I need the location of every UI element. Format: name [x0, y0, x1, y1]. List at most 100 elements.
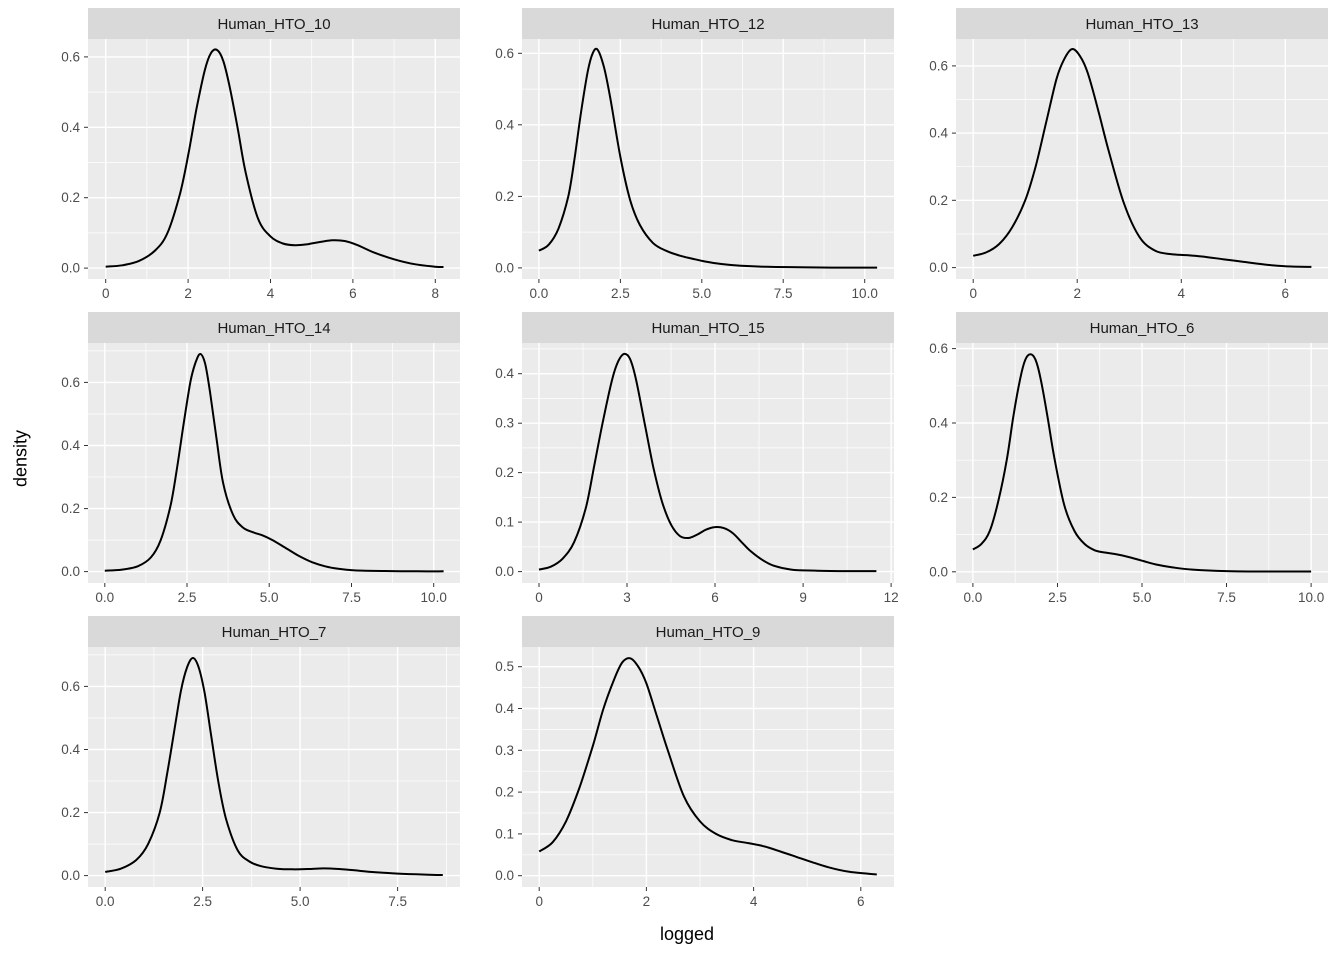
svg-text:7.5: 7.5	[388, 894, 407, 909]
y-tick-labels: 0.0 0.1 0.2 0.3 0.4 0.5	[495, 659, 514, 883]
svg-text:6: 6	[349, 286, 357, 301]
panel-background	[88, 343, 460, 583]
svg-text:0.0: 0.0	[61, 868, 80, 883]
svg-text:5.0: 5.0	[291, 894, 310, 909]
grid-minor-lines	[956, 39, 1328, 279]
facet-panel-Human_HTO_6: Human_HTO_6 0.0 2.5 5.0 7.5 10.0 0.0 0.2 0.4 0.6	[904, 312, 1338, 616]
svg-text:0.4: 0.4	[61, 742, 80, 757]
svg-text:0.0: 0.0	[96, 894, 115, 909]
facet-strip: Human_HTO_14	[88, 312, 460, 343]
facet-svg-Human_HTO_12: Human_HTO_12 0.0 2.5 5.0 7.5 10.0 0.0 0.2 0.4 0.6	[495, 8, 894, 301]
facet-svg-Human_HTO_9: Human_HTO_9 0 2 4 6 0.0 0.1 0.2 0.3 0.4 0.5	[495, 616, 894, 909]
svg-text:2.5: 2.5	[193, 894, 212, 909]
x-tick-labels: 0 2 4 6	[969, 286, 1289, 301]
svg-text:12: 12	[884, 590, 899, 605]
x-axis-title: logged	[659, 924, 715, 944]
facet-strip: Human_HTO_12	[522, 8, 894, 39]
svg-text:0.0: 0.0	[495, 564, 514, 579]
facet-panel-Human_HTO_10: Human_HTO_10 0 2 4 6 8 0.0 0.2 0.4 0.6	[36, 8, 470, 312]
svg-text:2: 2	[184, 286, 192, 301]
facet-title: Human_HTO_13	[1085, 16, 1198, 33]
svg-text:0.6: 0.6	[495, 46, 514, 61]
grid-minor-lines	[522, 343, 894, 583]
svg-text:0.2: 0.2	[61, 190, 80, 205]
y-tick-labels: 0.0 0.1 0.2 0.3 0.4	[495, 366, 514, 579]
svg-text:0: 0	[535, 590, 543, 605]
density-curve	[538, 352, 877, 573]
svg-text:0.2: 0.2	[929, 193, 948, 208]
svg-text:0.0: 0.0	[61, 261, 80, 276]
axis-ticks	[518, 666, 862, 891]
svg-text:0.0: 0.0	[964, 590, 983, 605]
panel-background	[522, 343, 894, 583]
panel-background	[522, 39, 894, 279]
y-tick-labels: 0.0 0.2 0.4 0.6	[929, 58, 948, 275]
svg-text:2: 2	[643, 894, 651, 909]
svg-text:6: 6	[1282, 286, 1290, 301]
axis-ticks	[84, 381, 435, 587]
svg-text:0.0: 0.0	[495, 260, 514, 275]
density-curve	[105, 48, 444, 269]
svg-text:0.4: 0.4	[929, 416, 948, 431]
facet-panel-Human_HTO_9: Human_HTO_9 0 2 4 6 0.0 0.1 0.2 0.3 0.4 0.5	[470, 616, 904, 920]
svg-text:2.5: 2.5	[1048, 590, 1067, 605]
svg-text:0.4: 0.4	[495, 701, 514, 716]
svg-text:7.5: 7.5	[774, 286, 793, 301]
facet-svg-Human_HTO_10: Human_HTO_10 0 2 4 6 8 0.0 0.2 0.4 0.6	[61, 8, 460, 301]
facet-panel-Human_HTO_7: Human_HTO_7 0.0 2.5 5.0 7.5 0.0 0.2 0.4 0.6	[36, 616, 470, 920]
svg-text:0.4: 0.4	[495, 117, 514, 132]
svg-text:0.2: 0.2	[495, 785, 514, 800]
svg-text:0.6: 0.6	[61, 49, 80, 64]
facet-panel-Human_HTO_13: Human_HTO_13 0 2 4 6 0.0 0.2 0.4 0.6	[904, 8, 1338, 312]
grid-minor-lines	[522, 647, 894, 887]
svg-text:2.5: 2.5	[178, 590, 197, 605]
facet-strip: Human_HTO_13	[956, 8, 1328, 39]
svg-text:7.5: 7.5	[342, 590, 361, 605]
axis-ticks	[84, 56, 436, 283]
x-tick-labels: 0.0 2.5 5.0 7.5	[96, 894, 407, 909]
facet-svg-Human_HTO_14: Human_HTO_14 0.0 2.5 5.0 7.5 10.0 0.0 0.2 0.4 0.6	[61, 312, 460, 605]
y-tick-labels: 0.0 0.2 0.4 0.6	[61, 49, 80, 275]
facet-title: Human_HTO_6	[1090, 320, 1195, 337]
svg-text:0: 0	[535, 894, 543, 909]
density-curve	[538, 657, 877, 876]
svg-text:0.2: 0.2	[929, 490, 948, 505]
svg-text:0.6: 0.6	[61, 375, 80, 390]
svg-text:0.2: 0.2	[495, 189, 514, 204]
svg-text:0.0: 0.0	[61, 564, 80, 579]
svg-text:10.0: 10.0	[421, 590, 447, 605]
panel-background	[956, 39, 1328, 279]
svg-text:2: 2	[1073, 286, 1081, 301]
axis-ticks	[84, 685, 399, 891]
y-tick-labels: 0.0 0.2 0.4 0.6	[495, 46, 514, 276]
svg-text:6: 6	[711, 590, 719, 605]
x-tick-labels: 0 2 4 6	[535, 894, 864, 909]
grid-major-lines	[522, 647, 894, 887]
svg-text:7.5: 7.5	[1217, 590, 1236, 605]
density-curve	[538, 47, 878, 269]
svg-text:0.3: 0.3	[495, 743, 514, 758]
facet-svg-Human_HTO_15: Human_HTO_15 0 3 6 9 12 0.0 0.1 0.2 0.3 0.4	[495, 312, 899, 605]
grid-major-lines	[88, 39, 460, 279]
svg-text:0.4: 0.4	[61, 438, 80, 453]
facet-grid: Human_HTO_10 0 2 4 6 8 0.0 0.2 0.4 0.6 Human_HTO_1…	[36, 8, 1338, 920]
y-tick-labels: 0.0 0.2 0.4 0.6	[61, 375, 80, 579]
svg-text:0.3: 0.3	[495, 416, 514, 431]
facet-strip: Human_HTO_10	[88, 8, 460, 39]
svg-text:0.1: 0.1	[495, 826, 514, 841]
svg-text:0.0: 0.0	[929, 564, 948, 579]
grid-minor-lines	[88, 39, 460, 279]
density-curve	[104, 657, 443, 876]
facet-title: Human_HTO_14	[217, 320, 330, 337]
density-curve	[972, 353, 1312, 573]
grid-major-lines	[522, 343, 894, 583]
svg-text:2.5: 2.5	[611, 286, 630, 301]
facet-panel-Human_HTO_12: Human_HTO_12 0.0 2.5 5.0 7.5 10.0 0.0 0.2 0.4 0.6	[470, 8, 904, 312]
facet-svg-Human_HTO_13: Human_HTO_13 0 2 4 6 0.0 0.2 0.4 0.6	[929, 8, 1328, 301]
svg-text:0.4: 0.4	[61, 120, 80, 135]
grid-major-lines	[88, 343, 460, 583]
svg-text:0: 0	[969, 286, 977, 301]
axis-ticks	[518, 52, 866, 283]
facet-strip: Human_HTO_15	[522, 312, 894, 343]
panel-background	[522, 647, 894, 887]
